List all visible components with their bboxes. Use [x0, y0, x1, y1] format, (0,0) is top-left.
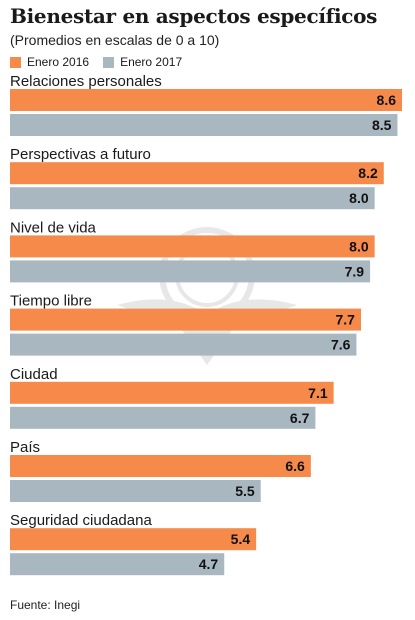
bar-2017 — [10, 187, 375, 210]
value-label-2017: 7.6 — [331, 337, 351, 353]
bar-2016 — [10, 308, 361, 331]
value-label-2016: 7.1 — [308, 385, 328, 401]
value-label-2016: 7.7 — [336, 312, 356, 328]
chart-subtitle: (Promedios en escalas de 0 a 10) — [10, 32, 220, 48]
bar-2016 — [10, 89, 402, 111]
bar-2016 — [10, 455, 311, 477]
value-label-2016: 8.6 — [377, 92, 397, 108]
bar-2016 — [10, 528, 257, 551]
legend-item-2017: Enero 2017 — [103, 55, 182, 69]
value-label-2017: 6.7 — [290, 410, 310, 426]
bar-2017 — [10, 553, 225, 576]
legend-swatch-2017 — [103, 56, 115, 68]
category-group: País 6.6 5.5 — [10, 439, 311, 502]
bar-2017 — [10, 260, 371, 283]
value-label-2016: 8.2 — [358, 165, 378, 181]
value-label-2017: 5.5 — [235, 483, 255, 499]
category-label: Seguridad ciudadana — [10, 512, 152, 529]
category-group: Relaciones personales 8.6 8.5 — [10, 73, 402, 136]
bar-2016 — [10, 235, 375, 258]
category-group: Ciudad 7.1 6.7 — [10, 366, 334, 429]
bar-2016 — [10, 381, 334, 404]
value-label-2017: 8.0 — [349, 190, 369, 206]
category-group: Perspectivas a futuro 8.2 8.0 — [10, 146, 384, 210]
category-label: Relaciones personales — [10, 73, 162, 90]
category-label: Nivel de vida — [10, 219, 97, 236]
legend-swatch-2016 — [10, 56, 21, 68]
bar-2017 — [10, 480, 261, 502]
bar-chart: Relaciones personales 8.6 8.5 Perspectivas … — [10, 73, 402, 576]
bar-2017 — [10, 333, 357, 356]
legend-label-2016: Enero 2016 — [27, 55, 90, 69]
category-label: Perspectivas a futuro — [10, 146, 151, 163]
value-label-2016: 5.4 — [231, 531, 251, 547]
value-label-2017: 7.9 — [345, 263, 365, 279]
value-label-2017: 8.5 — [372, 117, 392, 133]
category-label: País — [10, 439, 40, 456]
legend-item-2016: Enero 2016 — [10, 55, 89, 69]
value-label-2017: 4.7 — [199, 556, 219, 572]
chart-title: Bienestar en aspectos específicos — [10, 4, 378, 28]
legend-label-2017: Enero 2017 — [120, 55, 183, 69]
category-group: Tiempo libre 7.7 7.6 — [10, 293, 361, 356]
bar-2017 — [10, 114, 398, 136]
category-label: Tiempo libre — [10, 293, 92, 310]
value-label-2016: 8.0 — [349, 238, 369, 254]
category-label: Ciudad — [10, 366, 58, 383]
bar-2016 — [10, 162, 384, 185]
category-group: Seguridad ciudadana 5.4 4.7 — [10, 512, 257, 576]
value-label-2016: 6.6 — [285, 458, 305, 474]
category-group: Nivel de vida 8.0 7.9 — [10, 219, 375, 283]
legend: Enero 2016 Enero 2017 — [10, 55, 196, 69]
bar-2017 — [10, 406, 316, 429]
source-note: Fuente: Inegi — [10, 598, 81, 612]
